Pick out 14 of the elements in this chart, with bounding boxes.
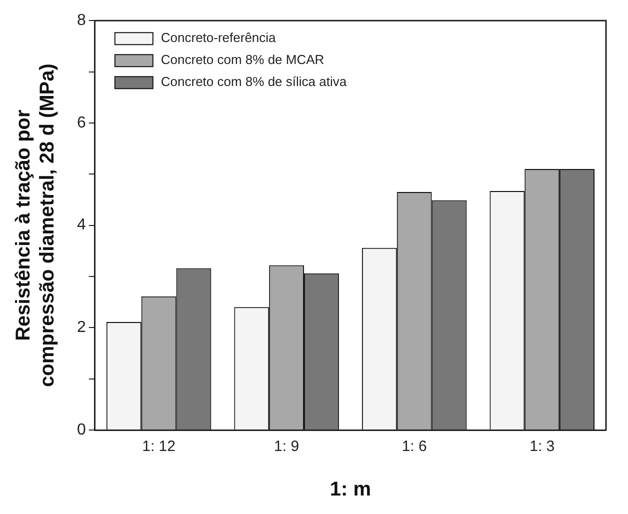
legend-label: Concreto com 8% de MCAR <box>160 52 324 68</box>
y-axis-title: Resistência à tração por compressão diametral, 28 d (MPa) <box>12 64 59 388</box>
y-tick-label: 8 <box>76 12 86 30</box>
x-tick-label: 1: 9 <box>274 438 300 456</box>
legend-label: Concreto com 8% de sílica ativa <box>160 74 348 90</box>
x-tick-label: 1: 3 <box>530 438 555 456</box>
y-tick-label: 6 <box>76 114 86 132</box>
y-tick-label: 0 <box>76 421 86 438</box>
x-tick-label: 1: 6 <box>402 438 427 456</box>
y-tick-label: 4 <box>76 216 86 234</box>
legend-label: Concreto-referência <box>160 30 277 46</box>
x-axis-title: 1: m <box>330 478 372 501</box>
y-tick-label: 2 <box>76 319 86 336</box>
x-tick-label: 1: 12 <box>142 438 176 456</box>
